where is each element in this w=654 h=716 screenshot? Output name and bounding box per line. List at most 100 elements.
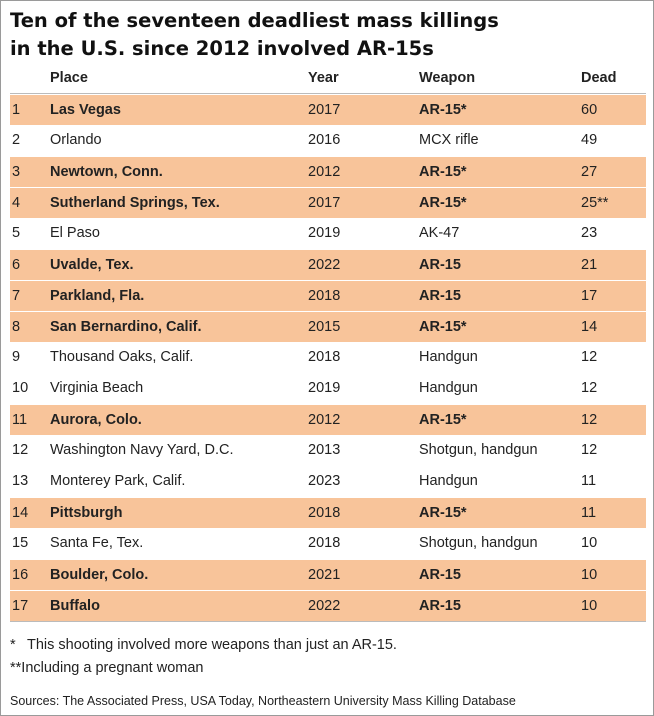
year-cell: 2018 <box>308 535 341 551</box>
weapon-cell: AR-15* <box>419 505 467 521</box>
dead-cell: 25** <box>581 195 609 211</box>
footnote-1: * This shooting involved more weapons tha… <box>10 637 397 653</box>
title-line-1: Ten of the seventeen deadliest mass kill… <box>10 9 499 32</box>
table-row: 2 Orlando 2016 MCX rifle 49 <box>10 125 646 156</box>
weapon-cell: AR-15* <box>419 319 467 335</box>
column-header-year: Year <box>308 70 339 86</box>
weapon-cell: AR-15* <box>419 102 467 118</box>
rank-cell: 8 <box>12 319 21 335</box>
table-row: 15 Santa Fe, Tex. 2018 Shotgun, handgun 10 <box>10 528 646 559</box>
dead-cell: 23 <box>581 225 598 241</box>
table-row: 3 Newtown, Conn. 2012 AR-15* 27 <box>10 156 646 187</box>
column-header-place: Place <box>50 70 88 86</box>
rank-cell: 3 <box>12 164 21 180</box>
year-cell: 2012 <box>308 164 341 180</box>
dead-cell: 10 <box>581 567 598 583</box>
rank-cell: 14 <box>12 505 29 521</box>
table-row: 13 Monterey Park, Calif. 2023 Handgun 11 <box>10 466 646 497</box>
table-header: Place Year Weapon Dead <box>1 70 653 92</box>
source-note: Sources: The Associated Press, USA Today… <box>10 694 516 708</box>
year-cell: 2021 <box>308 567 341 583</box>
dead-cell: 10 <box>581 535 598 551</box>
weapon-cell: Handgun <box>419 473 478 489</box>
rank-cell: 17 <box>12 598 29 614</box>
year-cell: 2019 <box>308 225 341 241</box>
place-cell: Parkland, Fla. <box>50 288 145 304</box>
table-row: 8 San Bernardino, Calif. 2015 AR-15* 14 <box>10 311 646 342</box>
dead-cell: 27 <box>581 164 598 180</box>
table-row: 4 Sutherland Springs, Tex. 2017 AR-15* 25** <box>10 187 646 218</box>
rank-cell: 15 <box>12 535 29 551</box>
dead-cell: 12 <box>581 349 598 365</box>
place-cell: El Paso <box>50 225 100 241</box>
table-row: 6 Uvalde, Tex. 2022 AR-15 21 <box>10 249 646 280</box>
table-row: 1 Las Vegas 2017 AR-15* 60 <box>10 94 646 125</box>
year-cell: 2023 <box>308 473 341 489</box>
year-cell: 2015 <box>308 319 341 335</box>
table-row: 9 Thousand Oaks, Calif. 2018 Handgun 12 <box>10 342 646 373</box>
weapon-cell: Handgun <box>419 349 478 365</box>
dead-cell: 11 <box>581 505 597 521</box>
place-cell: Newtown, Conn. <box>50 164 163 180</box>
table-row: 17 Buffalo 2022 AR-15 10 <box>10 590 646 621</box>
rank-cell: 11 <box>12 412 28 428</box>
rank-cell: 7 <box>12 288 21 304</box>
weapon-cell: AR-15 <box>419 288 461 304</box>
rank-cell: 16 <box>12 567 29 583</box>
weapon-cell: AR-15* <box>419 412 467 428</box>
footnote-2-mark: ** <box>10 660 22 676</box>
rank-cell: 13 <box>12 473 29 489</box>
rank-cell: 12 <box>12 442 29 458</box>
year-cell: 2019 <box>308 380 341 396</box>
rank-cell: 10 <box>12 380 29 396</box>
year-cell: 2016 <box>308 132 341 148</box>
weapon-cell: AR-15 <box>419 598 461 614</box>
place-cell: Buffalo <box>50 598 100 614</box>
table-body: 1 Las Vegas 2017 AR-15* 60 2 Orlando 2016 MCX ri… <box>10 94 646 621</box>
place-cell: Pittsburgh <box>50 505 123 521</box>
dead-cell: 21 <box>581 257 598 273</box>
dead-cell: 11 <box>581 473 597 489</box>
weapon-cell: AR-15 <box>419 257 461 273</box>
table-row: 11 Aurora, Colo. 2012 AR-15* 12 <box>10 404 646 435</box>
column-header-weapon: Weapon <box>419 70 476 86</box>
year-cell: 2018 <box>308 505 341 521</box>
place-cell: Sutherland Springs, Tex. <box>50 195 220 211</box>
dead-cell: 12 <box>581 412 598 428</box>
table-row: 10 Virginia Beach 2019 Handgun 12 <box>10 373 646 404</box>
place-cell: Santa Fe, Tex. <box>50 535 144 551</box>
weapon-cell: AK-47 <box>419 225 460 241</box>
weapon-cell: AR-15* <box>419 195 467 211</box>
dead-cell: 17 <box>581 288 598 304</box>
year-cell: 2017 <box>308 102 341 118</box>
rank-cell: 1 <box>12 102 21 118</box>
place-cell: Thousand Oaks, Calif. <box>50 349 194 365</box>
place-cell: Aurora, Colo. <box>50 412 142 428</box>
weapon-cell: AR-15 <box>419 567 461 583</box>
year-cell: 2017 <box>308 195 341 211</box>
rank-cell: 5 <box>12 225 21 241</box>
table-bottom-rule <box>10 621 646 622</box>
weapon-cell: Handgun <box>419 380 478 396</box>
place-cell: Uvalde, Tex. <box>50 257 134 273</box>
place-cell: Virginia Beach <box>50 380 144 396</box>
footnote-2-text: Including a pregnant woman <box>21 660 204 676</box>
dead-cell: 60 <box>581 102 598 118</box>
table-row: 7 Parkland, Fla. 2018 AR-15 17 <box>10 280 646 311</box>
rank-cell: 9 <box>12 349 21 365</box>
place-cell: Orlando <box>50 132 102 148</box>
table-row: 16 Boulder, Colo. 2021 AR-15 10 <box>10 559 646 590</box>
year-cell: 2022 <box>308 257 341 273</box>
dead-cell: 10 <box>581 598 598 614</box>
place-cell: San Bernardino, Calif. <box>50 319 202 335</box>
footnote-2: **Including a pregnant woman <box>10 660 203 676</box>
place-cell: Monterey Park, Calif. <box>50 473 186 489</box>
place-cell: Boulder, Colo. <box>50 567 149 583</box>
weapon-cell: Shotgun, handgun <box>419 535 538 551</box>
year-cell: 2018 <box>308 288 341 304</box>
table-row: 12 Washington Navy Yard, D.C. 2013 Shotgun,… <box>10 435 646 466</box>
dead-cell: 12 <box>581 442 598 458</box>
weapon-cell: AR-15* <box>419 164 467 180</box>
place-cell: Las Vegas <box>50 102 121 118</box>
title-line-2: in the U.S. since 2012 involved AR-15s <box>10 37 434 60</box>
